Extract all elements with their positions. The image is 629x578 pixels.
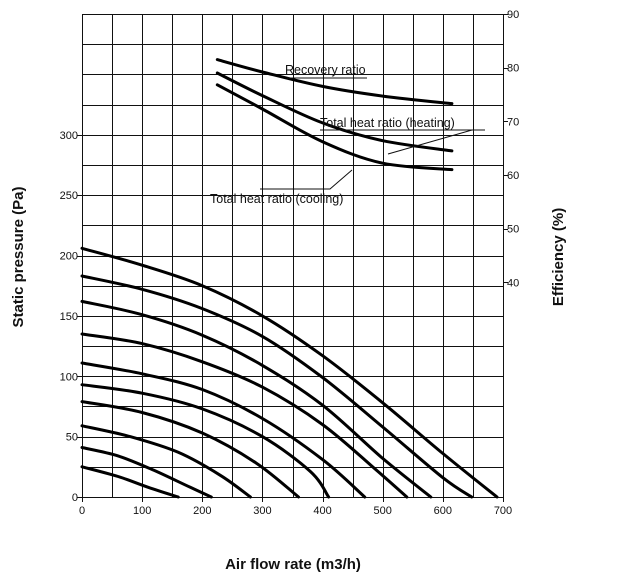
x-tick-label: 300 xyxy=(253,505,271,517)
left-y-tick-label: 200 xyxy=(60,251,78,263)
pressure-curve-2 xyxy=(80,446,213,499)
total-heat-cooling-curve xyxy=(215,83,454,172)
heating-label-leader xyxy=(320,129,485,155)
pressure-curve-1 xyxy=(80,465,180,499)
pressure-curve-6 xyxy=(80,361,367,499)
x-tick-label: 600 xyxy=(434,505,452,517)
pressure-curve-7 xyxy=(80,332,409,499)
pressure-curve-3 xyxy=(80,424,252,499)
right-y-axis-title: Efficiency (%) xyxy=(550,208,567,306)
left-y-tick-label: 150 xyxy=(60,311,78,323)
pressure-curve-8 xyxy=(80,299,433,499)
cooling-label-leader xyxy=(260,169,353,190)
left-y-tick-label: 250 xyxy=(60,190,78,202)
left-y-tick-label: 50 xyxy=(66,432,78,444)
pressure-curve-10 xyxy=(80,246,499,499)
total-heat-cooling-label: Total heat ratio (cooling) xyxy=(210,192,343,206)
recovery-ratio-curve xyxy=(215,58,454,106)
right-y-tick-label: 70 xyxy=(507,116,519,128)
left-y-tick-label: 0 xyxy=(72,492,78,504)
right-y-tick-label: 90 xyxy=(507,9,519,21)
x-tick-label: 100 xyxy=(133,505,151,517)
x-axis-title: Air flow rate (m3/h) xyxy=(225,556,361,573)
right-y-tick-labels: 40 50 60 70 80 90 xyxy=(507,9,519,289)
efficiency-curves xyxy=(215,58,454,172)
right-y-tick-label: 40 xyxy=(507,277,519,289)
pressure-curve-5 xyxy=(80,383,331,499)
left-y-tick-label: 100 xyxy=(60,371,78,383)
x-tick-label: 0 xyxy=(79,505,85,517)
x-tick-label: 700 xyxy=(494,505,512,517)
pressure-curves xyxy=(80,246,499,499)
left-y-axis-title: Static pressure (Pa) xyxy=(10,187,27,328)
x-tick-label: 200 xyxy=(193,505,211,517)
right-y-tick-label: 50 xyxy=(507,224,519,236)
right-y-tick-label: 80 xyxy=(507,63,519,75)
annotations: Recovery ratio Total heat ratio (heating… xyxy=(210,63,485,206)
pressure-curve-9 xyxy=(80,274,474,499)
recovery-ratio-label: Recovery ratio xyxy=(285,63,366,77)
total-heat-heating-label: Total heat ratio (heating) xyxy=(320,116,455,130)
grid xyxy=(77,14,508,502)
x-tick-labels: 0 100 200 300 400 500 600 700 xyxy=(79,505,512,517)
right-y-tick-label: 60 xyxy=(507,170,519,182)
total-heat-heating-curve xyxy=(215,71,454,153)
left-y-tick-label: 300 xyxy=(60,130,78,142)
pressure-curve-4 xyxy=(80,400,300,499)
left-y-tick-labels: 0 50 100 150 200 250 300 xyxy=(60,130,78,504)
x-tick-label: 500 xyxy=(374,505,392,517)
x-tick-label: 400 xyxy=(313,505,331,517)
